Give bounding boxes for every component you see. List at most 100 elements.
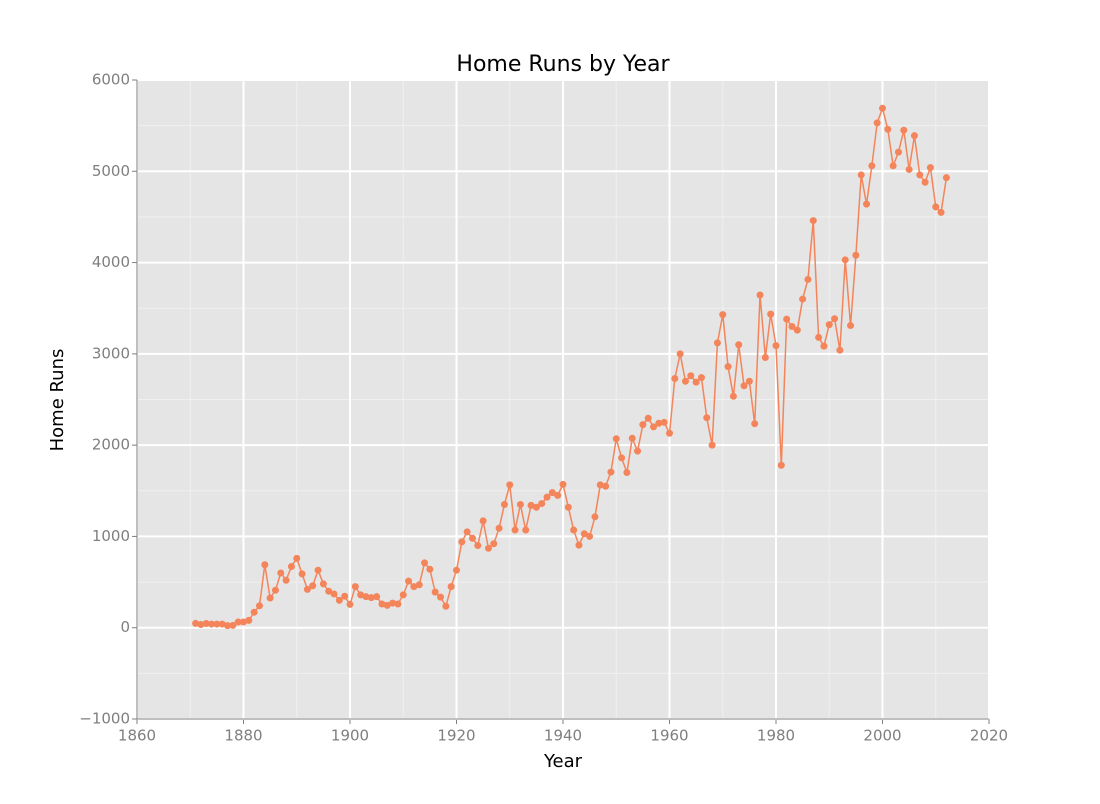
x-tick-label: 2020: [970, 727, 1008, 745]
point: [708, 441, 716, 449]
point: [825, 321, 833, 329]
point: [873, 119, 881, 127]
point: [474, 542, 482, 550]
point: [607, 468, 615, 476]
point: [554, 491, 562, 499]
point: [362, 593, 370, 601]
point: [431, 588, 439, 596]
point: [421, 559, 429, 567]
point: [852, 251, 860, 259]
point: [767, 310, 775, 318]
point: [490, 540, 498, 548]
point: [548, 489, 556, 497]
y-tick-label: 3000: [92, 344, 130, 362]
point: [735, 341, 743, 349]
point: [628, 434, 636, 442]
y-tick-label: 5000: [92, 162, 130, 180]
point: [900, 126, 908, 134]
point: [889, 162, 897, 170]
point: [666, 429, 673, 437]
point: [197, 621, 205, 629]
point: [623, 469, 631, 477]
point: [415, 581, 423, 589]
point: [373, 593, 381, 601]
point: [208, 620, 216, 628]
point: [692, 378, 700, 386]
x-tick-label: 1880: [224, 727, 262, 745]
point: [745, 377, 753, 385]
point: [229, 621, 237, 629]
point: [506, 481, 514, 489]
point: [564, 503, 572, 511]
point: [681, 377, 689, 385]
x-tick-label: 1900: [331, 727, 369, 745]
point: [639, 421, 647, 429]
x-tick-label: 1960: [650, 727, 688, 745]
point: [713, 339, 721, 347]
point: [932, 203, 940, 211]
point: [788, 322, 796, 330]
point: [442, 602, 450, 610]
point: [293, 554, 301, 562]
point: [378, 600, 386, 608]
point: [346, 600, 354, 608]
chart-title: Home Runs by Year: [456, 52, 670, 77]
point: [351, 583, 359, 591]
point: [799, 295, 807, 303]
point: [910, 132, 918, 140]
point: [484, 544, 492, 552]
point: [437, 593, 445, 601]
point: [277, 569, 285, 577]
point: [575, 541, 583, 549]
point: [921, 178, 929, 186]
point: [894, 148, 902, 156]
point: [330, 590, 338, 598]
point: [756, 291, 764, 299]
point: [847, 322, 855, 330]
point: [335, 596, 343, 604]
point: [261, 561, 269, 569]
point: [857, 171, 865, 179]
point: [815, 333, 823, 341]
point: [202, 620, 210, 628]
point: [804, 275, 812, 283]
point: [468, 534, 476, 542]
point: [389, 599, 397, 607]
point: [586, 532, 594, 540]
x-axis-label: Year: [543, 751, 583, 772]
point: [453, 566, 460, 574]
point: [357, 591, 365, 599]
point: [532, 503, 540, 511]
point: [926, 164, 934, 172]
point: [192, 619, 200, 627]
point: [325, 587, 333, 595]
x-tick-label: 1940: [544, 727, 582, 745]
point: [538, 500, 546, 508]
point: [650, 423, 658, 431]
line: [195, 105, 948, 627]
point: [634, 447, 642, 455]
point: [644, 414, 652, 422]
point: [596, 481, 604, 489]
point: [250, 608, 258, 616]
point: [218, 620, 226, 628]
point: [213, 620, 221, 628]
point: [410, 583, 418, 591]
y-tick-label: 6000: [92, 71, 130, 89]
point: [245, 616, 253, 624]
x-tick-label: 1980: [757, 727, 795, 745]
point: [394, 600, 402, 608]
point: [777, 461, 785, 469]
point: [841, 256, 849, 264]
x-tick-label: 1860: [118, 727, 156, 745]
point: [580, 530, 588, 538]
point: [303, 585, 311, 593]
point: [570, 526, 578, 534]
point: [240, 618, 247, 626]
point: [884, 125, 892, 133]
point: [458, 538, 466, 546]
point: [671, 375, 679, 383]
point: [687, 372, 695, 380]
